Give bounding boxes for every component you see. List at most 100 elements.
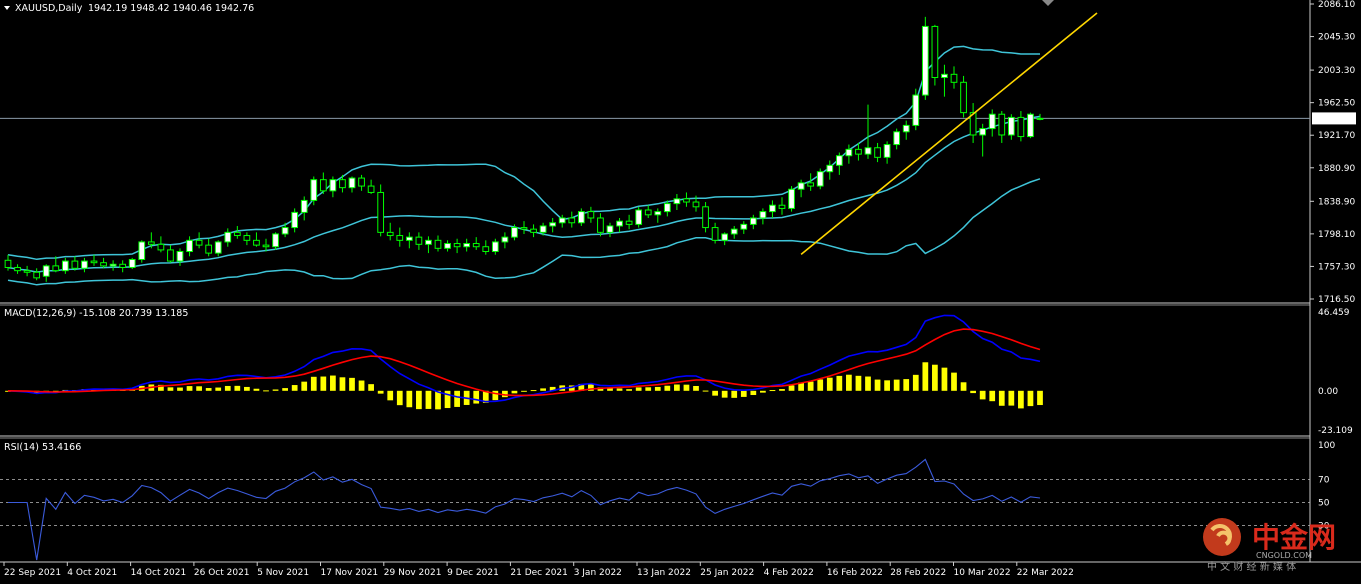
rsi-tick-label: 50: [1318, 499, 1330, 509]
candle: [816, 168, 824, 190]
candle: [845, 144, 853, 164]
candle: [42, 264, 50, 282]
candle: [329, 176, 337, 198]
macd-histogram-bar: [320, 376, 327, 391]
rsi-panel[interactable]: [0, 458, 1310, 561]
candle: [425, 236, 432, 254]
candle-body: [606, 225, 614, 233]
macd-histogram-bar: [196, 386, 202, 391]
candle: [367, 179, 375, 195]
candle-body: [749, 217, 757, 225]
candle: [472, 237, 480, 250]
candle: [195, 232, 203, 249]
macd-histogram-bar: [368, 384, 374, 391]
candle-body: [912, 94, 920, 126]
candle-body: [396, 235, 404, 241]
candle-body: [262, 244, 270, 248]
candle: [224, 228, 232, 247]
candle: [501, 232, 509, 249]
macd-histogram-bar: [224, 385, 231, 391]
candle: [14, 264, 21, 274]
macd-histogram-bar: [167, 387, 174, 391]
candle-body: [109, 263, 117, 267]
candle: [749, 214, 757, 230]
macd-histogram-bar: [158, 384, 164, 391]
candle: [90, 254, 98, 266]
macd-histogram-bar: [635, 387, 642, 391]
macd-histogram-bar: [387, 390, 394, 401]
date-label: 28 Feb 2022: [890, 568, 946, 578]
macd-histogram-bar: [702, 390, 709, 392]
trendline: [800, 12, 1098, 255]
candle-body: [243, 235, 251, 241]
candle: [597, 213, 604, 237]
ohlc-values: 1942.19 1948.42 1940.46 1942.76: [88, 3, 254, 14]
candle-body: [33, 271, 41, 279]
macd-histogram-bar: [798, 382, 804, 391]
macd-histogram-bar: [1008, 390, 1015, 406]
macd-histogram-bar: [282, 388, 288, 391]
macd-histogram-bar: [760, 390, 766, 393]
macd-tick-label: -23.109: [1318, 426, 1353, 436]
macd-histogram-bar: [272, 389, 279, 391]
candle: [300, 196, 308, 221]
candle-body: [644, 209, 652, 216]
candle-body: [568, 217, 576, 224]
candle-body: [654, 211, 662, 216]
macd-histogram-bar: [989, 390, 996, 402]
macd-panel[interactable]: [5, 314, 1043, 410]
candle: [644, 205, 652, 218]
candle-body: [128, 258, 136, 268]
candle-body: [998, 113, 1006, 136]
date-label: 4 Feb 2022: [764, 568, 814, 578]
candle-body: [186, 239, 193, 253]
macd-histogram-bar: [511, 390, 518, 394]
candle: [759, 208, 767, 225]
candle: [233, 225, 241, 239]
candle: [33, 268, 41, 281]
candle: [549, 217, 557, 233]
date-label: 26 Oct 2021: [194, 568, 250, 578]
candle: [491, 238, 499, 255]
macd-histogram-bar: [244, 386, 250, 391]
cngold-logo-icon: [1203, 518, 1241, 556]
macd-histogram-bar: [205, 388, 212, 391]
candle: [1036, 113, 1044, 121]
macd-histogram-bar: [893, 379, 900, 391]
candle-body: [883, 144, 891, 158]
macd-histogram-bar: [607, 388, 613, 391]
price-tick-label: 1921.70: [1318, 131, 1355, 141]
price-tick-label: 1962.50: [1318, 99, 1355, 109]
candle: [138, 240, 146, 263]
date-label: 5 Nov 2021: [257, 568, 309, 578]
candle-body: [740, 223, 748, 230]
date-label: 21 Dec 2021: [510, 568, 568, 578]
candle: [702, 202, 709, 233]
candle: [4, 254, 12, 271]
candle: [587, 206, 595, 223]
candle: [721, 232, 729, 246]
macd-histogram-bar: [979, 390, 986, 400]
macd-histogram-bar: [836, 375, 843, 391]
candle-body: [1027, 113, 1034, 138]
macd-histogram-bar: [263, 390, 269, 392]
candle-body: [597, 217, 604, 233]
macd-histogram-bar: [807, 381, 814, 391]
candle: [902, 120, 910, 140]
candle: [386, 222, 394, 241]
candle-body: [348, 177, 356, 189]
price-panel[interactable]: [0, 12, 1310, 286]
macd-histogram-bar: [339, 377, 346, 391]
candle-body: [874, 147, 881, 158]
candle: [463, 238, 471, 252]
candle: [214, 240, 222, 257]
candle-body: [979, 128, 987, 136]
candle-body: [635, 209, 643, 225]
macd-histogram-bar: [521, 390, 527, 392]
candle-body: [1007, 116, 1015, 136]
watermark-slogan: 中 文 财 经 新 媒 体: [1207, 560, 1296, 573]
candle: [606, 222, 614, 238]
candle-body: [233, 231, 241, 237]
candle: [81, 257, 88, 273]
